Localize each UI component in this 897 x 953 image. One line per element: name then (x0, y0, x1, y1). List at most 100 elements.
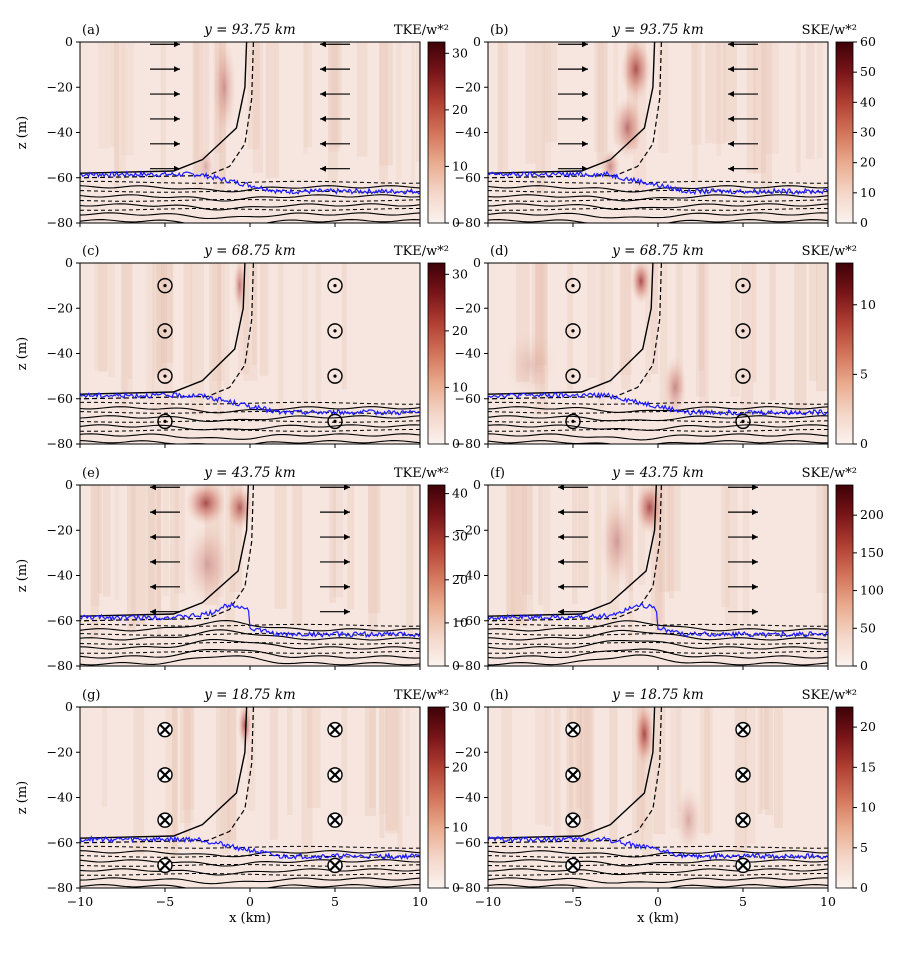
flow-arrow-head (174, 42, 180, 48)
flow-arrow-head (558, 583, 564, 590)
turbulence-streak (621, 263, 631, 390)
isopycnal-line (80, 868, 420, 876)
intensity-blob (183, 523, 232, 605)
isopycnal-line (80, 406, 420, 414)
flow-out-of-page-marker (565, 368, 581, 384)
colorbar-tick-label: 20 (452, 323, 468, 338)
isopycnal-line (80, 850, 420, 858)
flow-arrow-head (174, 91, 180, 98)
colorbar (427, 484, 446, 667)
turbulence-streak (506, 485, 515, 617)
flow-arrow-head (728, 42, 734, 48)
turbulence-streak (215, 707, 226, 842)
y-tick-label: −80 (455, 880, 481, 895)
colorbar-tick-label: 20 (860, 719, 876, 734)
y-tick-label: −40 (455, 568, 481, 583)
colorbar-tick-label: 0 (452, 880, 460, 895)
flow-into-page-cross (329, 814, 341, 826)
colorbar-label: TKE/w*² (394, 23, 449, 38)
flow-out-of-page-marker (157, 413, 173, 430)
isopycnal-dashed-line (488, 651, 828, 654)
isopycnal-dashed-line (488, 642, 828, 645)
turbulence-streak (730, 263, 740, 397)
turbulence-streak (331, 42, 342, 148)
isopycnal-line (488, 639, 828, 650)
turbulence-streak (183, 263, 193, 384)
isopycnal-line (488, 884, 828, 888)
turbulence-streak (369, 707, 376, 808)
isopycnal-line (80, 203, 420, 211)
turbulence-streak (209, 263, 222, 405)
y-tick-label: 0 (473, 34, 481, 49)
y-tick-label: −80 (47, 658, 73, 673)
colorbar-tick-label: 10 (860, 185, 876, 200)
panel-title: y = 18.75 km (611, 687, 703, 703)
y-tick-label: −60 (47, 391, 73, 406)
colorbar-tick-label: 10 (860, 297, 876, 312)
flow-arrow-head (150, 558, 156, 565)
turbulence-streak (145, 485, 155, 621)
colorbar (427, 41, 446, 224)
turbulence-streak (307, 707, 321, 808)
turbulence-streak (721, 485, 730, 608)
flow-out-of-page-dot (163, 329, 167, 333)
isopycnal-line (80, 648, 420, 659)
isopycnal-dashed-line (488, 873, 828, 876)
isopycnal-dashed-line (80, 180, 420, 184)
isopycnal-dashed-line (488, 199, 828, 202)
flow-arrow-head (320, 42, 326, 48)
intensity-blob (197, 148, 215, 185)
flow-out-of-page-marker (157, 277, 173, 294)
heatmap-background (488, 707, 828, 888)
turbulence-streak (385, 707, 400, 834)
flow-arrow-head (150, 509, 156, 516)
flow-out-of-page-marker (565, 413, 581, 430)
isopycnal-dashed-line (488, 429, 828, 432)
turbulence-streak (543, 485, 550, 631)
flow-arrow-head (558, 608, 564, 615)
flow-arrow-head (728, 91, 734, 98)
y-tick-label: −20 (455, 522, 481, 537)
panel-label: (d) (490, 244, 508, 259)
turbulence-streak (252, 263, 257, 365)
flow-out-of-page-dot (741, 374, 745, 378)
isopycnal-line (488, 194, 828, 202)
colorbar (835, 706, 854, 889)
turbulence-streak (704, 707, 710, 836)
y-tick-label: −80 (455, 436, 481, 451)
turbulence-streak (501, 707, 513, 848)
y-tick-label: −40 (455, 790, 481, 805)
front-contour-dashed (80, 263, 254, 400)
turbulence-streak (659, 263, 668, 413)
flow-into-page-cross (159, 724, 171, 735)
front-contour (488, 263, 654, 395)
turbulence-streak (742, 485, 750, 624)
panel-g: 0 −20 −40 −60 −80−10 −5 0 5 10 x (km) z (m) (g) y = … (15, 687, 468, 926)
y-axis-label: z (m) (15, 781, 30, 814)
turbulence-streak (514, 485, 528, 627)
turbulence-streak (525, 42, 537, 164)
turbulence-streak (406, 485, 414, 637)
colorbar-tick-label: 0 (860, 658, 868, 673)
isopycnal-dashed-line (80, 410, 420, 414)
turbulence-streak (114, 42, 126, 180)
y-tick-label: 0 (473, 477, 481, 492)
turbulence-streak (752, 263, 757, 383)
x-tick-label: −10 (67, 894, 93, 909)
turbulence-streak (815, 263, 828, 392)
flow-out-of-page-dot (741, 284, 745, 288)
turbulence-streak (160, 42, 166, 184)
turbulence-streak (596, 42, 604, 169)
turbulence-streak (368, 485, 378, 637)
turbulence-streak (301, 707, 313, 856)
flow-into-page-cross (567, 769, 579, 781)
turbulence-streak (292, 485, 303, 626)
isopycnal-line (80, 859, 420, 867)
front-contour-dashed (488, 485, 662, 622)
turbulence-streak (174, 485, 185, 594)
front-contour-dashed (488, 707, 662, 844)
turbulence-streak (194, 42, 203, 192)
colorbar-tick-label: 0 (452, 658, 460, 673)
flow-out-of-page-dot (571, 374, 575, 378)
flow-out-of-page-dot (163, 284, 167, 288)
